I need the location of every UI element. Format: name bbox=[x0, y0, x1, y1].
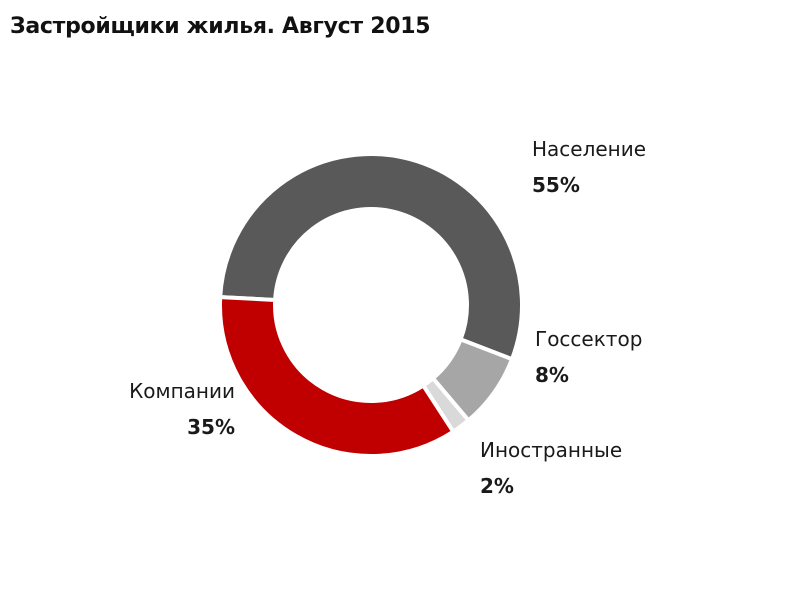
label-value: 2% bbox=[480, 474, 514, 498]
label-inostrannye: Иностранные 2% bbox=[480, 432, 622, 504]
label-name: Компании bbox=[129, 379, 235, 403]
slice-1 bbox=[218, 152, 524, 362]
label-name: Население bbox=[532, 137, 647, 161]
label-name: Госсектор bbox=[535, 327, 643, 351]
label-gossektor: Госсектор 8% bbox=[535, 321, 642, 393]
label-value: 55% bbox=[532, 173, 580, 197]
slice-4 bbox=[218, 294, 457, 458]
label-value: 35% bbox=[187, 415, 235, 439]
chart-title: Застройщики жилья. Август 2015 bbox=[10, 14, 431, 39]
label-naselenie: Население 55% bbox=[532, 131, 646, 203]
donut-slices bbox=[218, 152, 524, 458]
label-kompanii: Компании 35% bbox=[80, 373, 235, 445]
label-name: Иностранные bbox=[480, 438, 623, 462]
label-value: 8% bbox=[535, 363, 569, 387]
